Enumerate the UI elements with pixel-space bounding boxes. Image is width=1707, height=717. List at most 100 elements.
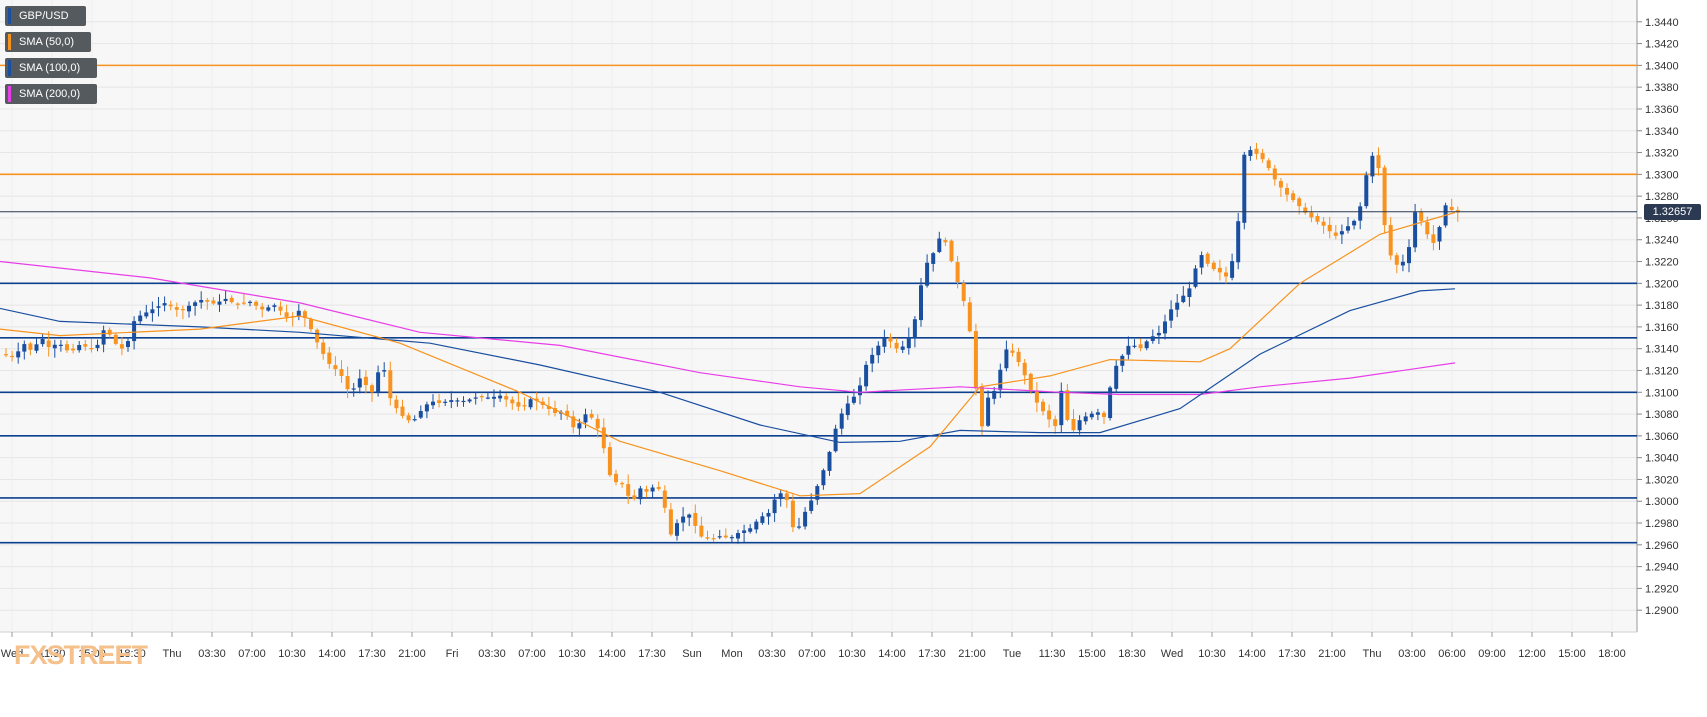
x-tick-label: 11:30 bbox=[39, 648, 66, 660]
candle-bear bbox=[327, 352, 332, 364]
candle-bull bbox=[821, 470, 826, 486]
candle-bull bbox=[1144, 341, 1149, 349]
candle-bull bbox=[431, 401, 435, 406]
candle-bear bbox=[601, 427, 606, 449]
candle-bull bbox=[736, 533, 740, 539]
y-tick-label: 1.3340 bbox=[1645, 126, 1679, 138]
plot-area bbox=[0, 0, 1637, 632]
candle-bear bbox=[662, 490, 667, 508]
candle-bear bbox=[522, 405, 527, 407]
candle-bear bbox=[888, 337, 893, 342]
candle-bull bbox=[912, 319, 917, 339]
x-tick-label: 17:30 bbox=[918, 648, 946, 660]
candle-bull bbox=[248, 301, 252, 304]
candle-bear bbox=[1297, 198, 1302, 207]
candle-bear bbox=[333, 365, 338, 370]
candle-bull bbox=[1187, 288, 1192, 298]
x-tick-label: 10:30 bbox=[1198, 648, 1226, 660]
candle-bear bbox=[229, 297, 234, 303]
candle-bear bbox=[1028, 373, 1033, 390]
candle-bull bbox=[1181, 295, 1186, 303]
candle-bull bbox=[272, 305, 277, 307]
candle-bear bbox=[1419, 211, 1424, 221]
candle-bull bbox=[461, 400, 466, 403]
y-tick-label: 1.3220 bbox=[1645, 257, 1679, 269]
candle-bear bbox=[235, 303, 240, 305]
candle-bear bbox=[723, 535, 728, 538]
sma100-swatch bbox=[8, 60, 11, 76]
x-tick-label: 14:00 bbox=[598, 648, 626, 660]
legend-sma50-label: SMA (50,0) bbox=[19, 36, 75, 48]
candle-bear bbox=[302, 311, 307, 319]
candle-bear bbox=[46, 340, 51, 347]
candle-bull bbox=[1236, 221, 1241, 263]
candle-bull bbox=[16, 351, 21, 358]
candle-bear bbox=[168, 304, 173, 307]
candle-bull bbox=[95, 344, 100, 349]
candle-bear bbox=[595, 418, 600, 429]
candle-bear bbox=[1205, 253, 1210, 264]
candle-bull bbox=[199, 300, 204, 303]
candle-bear bbox=[83, 344, 88, 347]
candle-bull bbox=[449, 400, 454, 403]
candle-bull bbox=[638, 488, 643, 500]
candle-bull bbox=[1095, 412, 1100, 415]
current-price-tag: 1.32657 bbox=[1644, 203, 1701, 220]
candle-bear bbox=[1102, 412, 1106, 417]
candle-bull bbox=[144, 312, 149, 317]
x-tick-label: 07:00 bbox=[518, 648, 546, 660]
y-tick-label: 1.3380 bbox=[1645, 82, 1679, 94]
candle-bear bbox=[1065, 390, 1070, 420]
y-tick-label: 1.3100 bbox=[1645, 387, 1679, 399]
candle-bear bbox=[1010, 350, 1015, 353]
candle-bull bbox=[126, 341, 130, 348]
candle-bear bbox=[1376, 155, 1381, 169]
candle-bull bbox=[1199, 255, 1204, 268]
candle-bear bbox=[546, 406, 551, 409]
candle-bull bbox=[717, 536, 722, 538]
candle-bull bbox=[266, 307, 271, 311]
candle-bear bbox=[1260, 152, 1265, 160]
candle-bear bbox=[370, 385, 374, 393]
candle-bear bbox=[309, 319, 313, 330]
candle-bear bbox=[1309, 212, 1314, 218]
candle-bear bbox=[973, 331, 978, 389]
candle-bull bbox=[870, 354, 875, 364]
x-tick-label: 11:30 bbox=[1039, 648, 1066, 660]
candle-bear bbox=[113, 334, 118, 344]
x-tick-label: Thu bbox=[1363, 648, 1382, 660]
candle-bear bbox=[1034, 390, 1039, 403]
candle-bull bbox=[1400, 261, 1405, 266]
candle-bear bbox=[955, 262, 960, 282]
candle-bear bbox=[315, 329, 320, 343]
candle-bear bbox=[644, 489, 649, 492]
y-tick-label: 1.3140 bbox=[1645, 344, 1679, 356]
candle-bear bbox=[321, 342, 326, 354]
legend-sma200[interactable]: SMA (200,0) bbox=[5, 84, 97, 104]
legend-sma50[interactable]: SMA (50,0) bbox=[5, 32, 91, 52]
candle-bear bbox=[504, 396, 509, 400]
legend-sma100-label: SMA (100,0) bbox=[19, 62, 81, 74]
x-tick-label: Mon bbox=[721, 648, 742, 660]
x-axis-panel bbox=[0, 632, 1707, 712]
y-tick-label: 1.2940 bbox=[1645, 562, 1679, 574]
x-tick-label: 21:00 bbox=[398, 648, 426, 660]
candle-bear bbox=[394, 399, 399, 409]
legend-sma100[interactable]: SMA (100,0) bbox=[5, 58, 97, 78]
x-tick-label: Tue bbox=[1003, 648, 1022, 660]
x-tick-label: 21:00 bbox=[1318, 648, 1346, 660]
candle-bull bbox=[528, 399, 533, 408]
candle-bear bbox=[668, 509, 673, 535]
candle-bear bbox=[1382, 167, 1387, 226]
candle-bear bbox=[89, 348, 94, 350]
candle-bull bbox=[34, 344, 39, 351]
candle-bear bbox=[510, 399, 515, 404]
legend-instrument[interactable]: GBP/USD bbox=[5, 6, 86, 26]
fxstreet-logo: FXSTREET bbox=[14, 640, 148, 670]
y-tick-label: 1.3080 bbox=[1645, 409, 1679, 421]
x-tick-label: Fri bbox=[446, 648, 459, 660]
candle-bull bbox=[1413, 212, 1418, 248]
x-tick-label: 17:30 bbox=[1278, 648, 1306, 660]
candle-bull bbox=[766, 512, 771, 517]
